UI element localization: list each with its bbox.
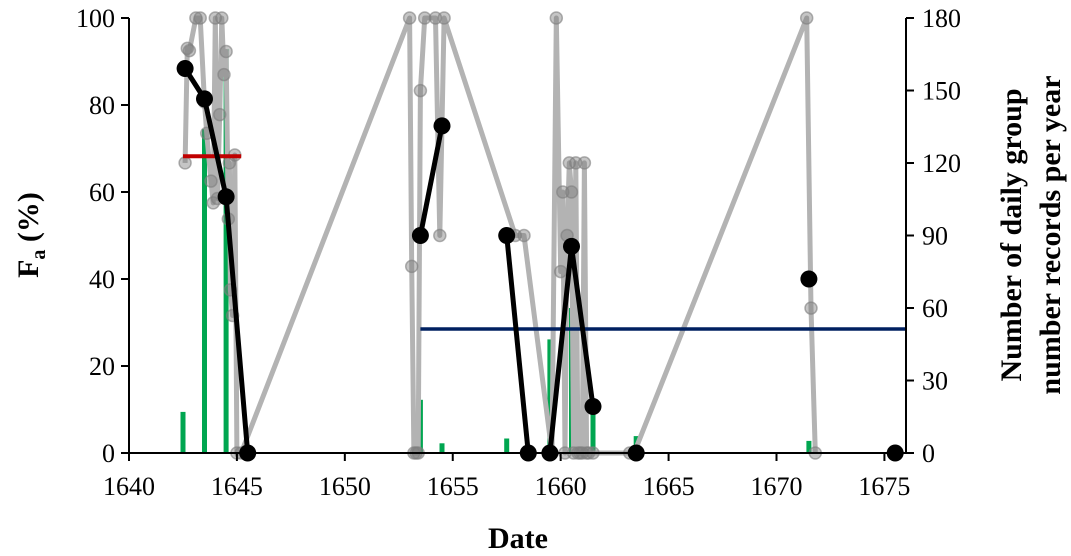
y2-tick-label-6: 180: [922, 4, 961, 33]
black-segment-1: [417, 125, 445, 236]
gray-point-4: [193, 11, 207, 25]
x-tick-label-0: 1640: [103, 472, 155, 501]
bar-5: [504, 438, 510, 453]
black-segment-0: [182, 67, 251, 454]
gray-point-22: [402, 11, 417, 25]
gray-point-23: [404, 259, 419, 274]
y-axis-title-subscript: a: [28, 250, 50, 260]
x-tick-label-6: 1670: [751, 472, 803, 501]
black-point-1: [196, 90, 213, 108]
x-tick-label-7: 1675: [858, 472, 910, 501]
black-point-5: [433, 117, 451, 135]
y-axis-title-main: F: [12, 260, 45, 278]
black-point-10: [584, 398, 602, 415]
reference-lines-layer: [183, 154, 906, 331]
y2-tick-label-0: 0: [922, 439, 935, 468]
bar-0: [180, 411, 186, 453]
y-tick-label-5: 100: [76, 4, 115, 33]
x-tick-label-4: 1660: [535, 472, 587, 501]
y2-tick-label-1: 30: [922, 367, 948, 396]
y2-tick-label-3: 90: [922, 222, 948, 251]
gray-point-33: [517, 228, 531, 243]
black-point-12: [800, 270, 818, 288]
gray-point-11: [212, 107, 227, 122]
y2-tick-label-2: 60: [922, 294, 948, 323]
ticks-layer: 1640 1645 1650 1655 1660 1665 1670 1675 0 20 40 60 8…: [76, 4, 961, 501]
gray-point-54: [804, 301, 818, 315]
gray-point-14: [219, 44, 233, 59]
x-tick-label-1: 1645: [211, 472, 263, 501]
gray-point-31: [437, 11, 451, 25]
y2-axis-title-line2: number records per year: [1034, 75, 1067, 394]
y2-tick-label-4: 120: [922, 149, 961, 178]
gray-point-41: [564, 185, 579, 199]
gray-point-36: [553, 264, 568, 279]
gray-point-53: [799, 11, 814, 25]
gray-point-30: [433, 228, 447, 243]
x-tick-label-3: 1655: [427, 472, 479, 501]
gray-point-47: [577, 156, 592, 170]
y2-axis-title-line1: Number of daily group: [995, 88, 1028, 381]
gray-point-12: [215, 11, 229, 25]
bar-6: [547, 339, 553, 453]
gray-point-0: [178, 156, 192, 170]
gray-point-28: [417, 11, 432, 25]
gray-point-35: [549, 11, 564, 25]
black-point-6: [498, 227, 516, 244]
bar-10: [806, 440, 812, 453]
black-series-layer: [176, 60, 904, 462]
y-axis-title: Fa (%): [12, 192, 50, 278]
x-tick-label-5: 1665: [643, 472, 695, 501]
gray-point-27: [413, 83, 428, 98]
bar-1: [202, 129, 207, 453]
black-segment-2: [504, 235, 531, 454]
black-point-0: [176, 60, 194, 77]
y2-tick-label-5: 150: [922, 77, 961, 106]
x-axis-title: Date: [488, 522, 548, 555]
black-point-2: [217, 188, 235, 206]
gray-point-3: [189, 11, 203, 25]
gray-point-2: [182, 43, 197, 58]
bar-4: [439, 443, 445, 453]
y-axis-title-suffix: (%): [12, 192, 45, 249]
y-tick-label-2: 40: [89, 265, 115, 294]
black-point-9: [563, 237, 580, 255]
x-tick-label-2: 1650: [319, 472, 371, 501]
y-tick-label-1: 20: [89, 352, 115, 381]
bar-2: [223, 49, 229, 454]
y-tick-label-3: 60: [89, 178, 115, 207]
gray-point-13: [217, 67, 231, 82]
bar-8: [590, 411, 596, 453]
y-tick-label-4: 80: [89, 91, 115, 120]
y-tick-label-0: 0: [102, 439, 115, 468]
black-point-4: [411, 227, 429, 244]
gray-point-7: [204, 174, 218, 188]
